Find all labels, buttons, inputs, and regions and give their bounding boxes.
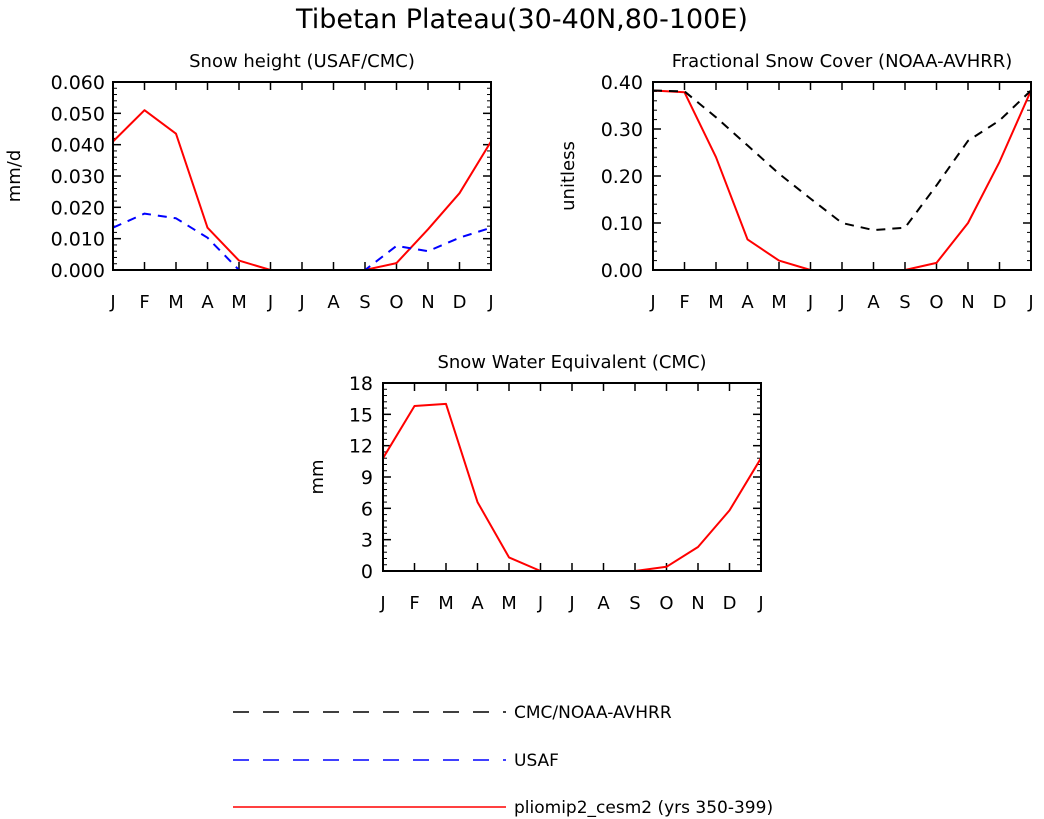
x-tick-label: N	[961, 292, 974, 313]
x-tick-label: M	[771, 292, 787, 313]
x-tick-label: M	[231, 292, 247, 313]
x-tick-label: S	[899, 292, 910, 313]
panel-title: Snow Water Equivalent (CMC)	[437, 352, 706, 373]
x-tick-label: A	[201, 292, 214, 313]
x-tick-label: D	[723, 593, 737, 614]
y-tick-label: 0	[361, 561, 373, 583]
plot-frame	[382, 382, 762, 572]
y-tick-label: 0.000	[51, 260, 105, 282]
x-tick-label: A	[741, 292, 754, 313]
x-tick-label: F	[139, 292, 149, 313]
x-tick-label: O	[389, 292, 403, 313]
x-tick-label: M	[708, 292, 724, 313]
x-tick-label: J	[568, 593, 574, 614]
x-tick-label: J	[838, 292, 844, 313]
x-tick-label: N	[691, 593, 704, 614]
y-tick-label: 12	[349, 436, 373, 458]
panel-snow-height: Snow height (USAF/CMC) mm/d 0.000 0.010 0.02…	[4, 51, 494, 313]
legend-label: pliomip2_cesm2 (yrs 350-399)	[514, 798, 773, 818]
x-tick-label: J	[1027, 292, 1033, 313]
y-tick-label: 0.20	[601, 166, 643, 188]
y-tick-label: 0.040	[51, 135, 105, 157]
y-axis-label: mm	[307, 459, 328, 494]
y-tick-label: 0.060	[51, 72, 105, 94]
y-tick-label: 3	[361, 530, 373, 552]
x-tick-label: A	[327, 292, 340, 313]
x-tick-label: S	[629, 593, 640, 614]
figure-title: Tibetan Plateau(30-40N,80-100E)	[295, 4, 748, 35]
series-line-model	[652, 89, 1032, 271]
legend: CMC/NOAA-AVHRR USAF pliomip2_cesm2 (yrs 35…	[233, 703, 773, 818]
x-tick-label: J	[267, 292, 273, 313]
x-tick-label: M	[168, 292, 184, 313]
x-tick-label: A	[471, 593, 484, 614]
x-tick-label: J	[649, 292, 655, 313]
y-axis-label: mm/d	[4, 150, 25, 203]
x-tick-label: D	[453, 292, 467, 313]
y-tick-label: 15	[349, 404, 373, 426]
x-tick-label: J	[109, 292, 115, 313]
y-tick-label: 0.010	[51, 229, 105, 251]
panel-title: Fractional Snow Cover (NOAA-AVHRR)	[672, 51, 1013, 72]
legend-label: CMC/NOAA-AVHRR	[514, 703, 672, 723]
series-line-model	[112, 109, 492, 271]
y-tick-label: 9	[361, 467, 373, 489]
y-tick-label: 0.020	[51, 197, 105, 219]
series-line-model	[382, 402, 762, 572]
x-tick-label: J	[487, 292, 493, 313]
x-tick-label: J	[537, 593, 543, 614]
y-axis-label: unitless	[558, 141, 579, 211]
x-tick-label: O	[659, 593, 673, 614]
y-tick-label: 6	[361, 498, 373, 520]
x-tick-label: J	[298, 292, 304, 313]
x-tick-label: N	[421, 292, 434, 313]
x-tick-label: S	[359, 292, 370, 313]
y-tick-label: 0.30	[601, 119, 643, 141]
x-tick-label: O	[929, 292, 943, 313]
x-tick-label: M	[501, 593, 517, 614]
x-tick-label: M	[438, 593, 454, 614]
plot-frame	[652, 81, 1032, 271]
x-tick-label: F	[409, 593, 419, 614]
y-tick-label: 0.050	[51, 103, 105, 125]
x-tick-label: A	[867, 292, 880, 313]
x-tick-label: J	[379, 593, 385, 614]
series-line-cmc	[652, 89, 1032, 232]
x-tick-label: J	[757, 593, 763, 614]
y-tick-label: 0.40	[601, 72, 643, 94]
x-tick-label: F	[679, 292, 689, 313]
x-tick-label: J	[807, 292, 813, 313]
x-tick-label: A	[597, 593, 610, 614]
y-tick-label: 0.030	[51, 166, 105, 188]
panel-title: Snow height (USAF/CMC)	[189, 51, 415, 72]
legend-label: USAF	[514, 751, 559, 771]
y-tick-label: 0.10	[601, 213, 643, 235]
panel-snow-cover: Fractional Snow Cover (NOAA-AVHRR) unitle…	[558, 51, 1034, 313]
plot-frame	[112, 81, 492, 271]
y-tick-label: 0.00	[601, 260, 643, 282]
panel-swe: Snow Water Equivalent (CMC) mm 0 3 6 9 12 15 18 J…	[307, 352, 764, 614]
y-tick-label: 18	[349, 373, 373, 395]
x-tick-label: D	[993, 292, 1007, 313]
